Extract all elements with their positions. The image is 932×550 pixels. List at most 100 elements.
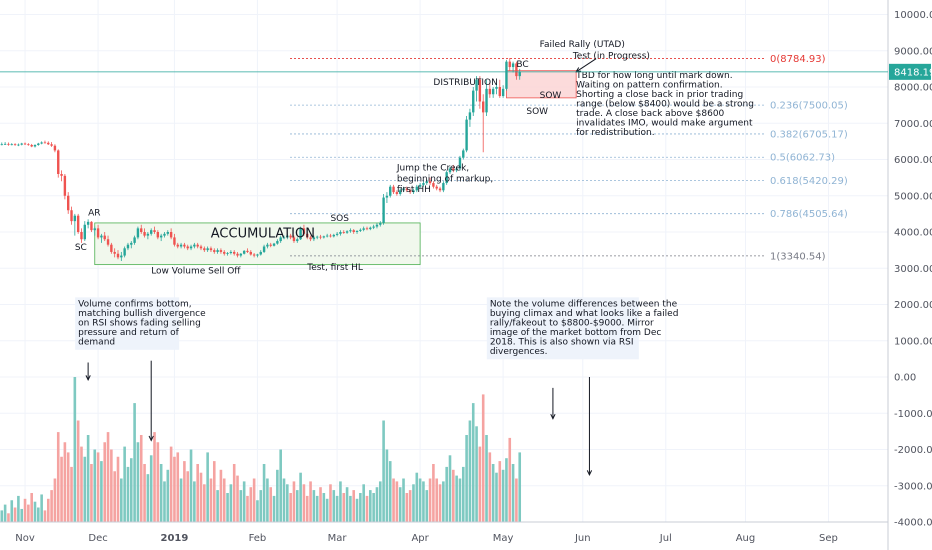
volume-bar xyxy=(50,490,53,522)
candle xyxy=(422,181,425,187)
candle-body xyxy=(209,248,213,251)
candle xyxy=(73,213,77,236)
volume-bar xyxy=(286,484,289,522)
candle xyxy=(269,242,272,248)
candle-body xyxy=(262,246,266,252)
volume-bar xyxy=(176,452,180,522)
candle-body xyxy=(392,186,395,193)
annotations: ACCUMULATION SC AR Low Volume Sell Off SOS Te… xyxy=(75,40,754,477)
candle xyxy=(412,188,415,194)
candle xyxy=(309,235,312,242)
volume-bar xyxy=(422,481,425,522)
range-box-accumulation xyxy=(94,222,421,266)
candle xyxy=(20,142,23,146)
candle xyxy=(37,142,40,146)
candle-body xyxy=(100,235,103,238)
volume-bar xyxy=(475,426,478,522)
annotation-label: AR xyxy=(88,209,100,219)
fib-label: 1(3340.54) xyxy=(770,251,826,262)
volume-bar xyxy=(56,432,60,522)
candle-body xyxy=(216,250,219,252)
candle-body xyxy=(133,237,136,243)
climax-arrow-1-head xyxy=(550,413,556,420)
candle xyxy=(169,228,173,240)
candle xyxy=(322,235,326,239)
time-tick-label: Jun xyxy=(574,533,591,544)
candle xyxy=(365,226,369,231)
candle-body xyxy=(57,150,60,174)
candle-body xyxy=(150,230,153,234)
candle xyxy=(279,235,282,243)
candle-body xyxy=(325,235,329,237)
candle xyxy=(233,250,236,256)
time-tick-label: Nov xyxy=(15,533,35,544)
candle xyxy=(47,141,50,145)
candle-body xyxy=(203,248,206,251)
candle xyxy=(282,235,286,240)
candle-body xyxy=(67,195,70,211)
volume-bar xyxy=(216,490,219,522)
candle xyxy=(256,253,259,258)
candle xyxy=(30,143,33,148)
candle xyxy=(259,250,262,256)
volume-bar xyxy=(40,494,43,522)
candle xyxy=(435,184,438,191)
candle xyxy=(385,192,389,203)
candle xyxy=(319,234,322,240)
candle xyxy=(196,242,199,249)
candle xyxy=(43,140,47,144)
candle-body xyxy=(63,175,67,196)
candle xyxy=(296,237,299,243)
candle xyxy=(515,61,518,80)
volume-bar xyxy=(395,481,399,522)
candle-body xyxy=(442,183,445,191)
tbd-note-line: range (below $8400) would be a strong xyxy=(576,99,754,109)
volume-bar xyxy=(37,507,40,522)
volume-bar xyxy=(143,464,146,522)
candle-body xyxy=(355,230,359,232)
price-tick-label: 1000.00 xyxy=(894,336,932,347)
volume-bar xyxy=(232,464,236,522)
candle-body xyxy=(385,195,389,198)
candle xyxy=(33,144,37,148)
candle xyxy=(100,233,103,243)
time-tick-label: Dec xyxy=(88,533,107,544)
candle xyxy=(299,226,302,240)
candle xyxy=(189,244,193,251)
volume-bar xyxy=(269,487,273,522)
volume-bar xyxy=(106,432,110,522)
volume-bar xyxy=(375,487,379,522)
volume-bar xyxy=(501,469,505,522)
candle xyxy=(342,230,345,234)
time-tick-label: May xyxy=(493,533,514,544)
candle xyxy=(372,224,375,230)
annotation-label: Low Volume Sell Off xyxy=(151,267,241,277)
candle xyxy=(150,228,153,236)
volume-bar xyxy=(123,446,126,522)
candle-body xyxy=(70,210,73,222)
candle-body xyxy=(382,197,385,223)
candle xyxy=(362,226,365,232)
candle-body xyxy=(472,90,475,113)
volume-bar xyxy=(249,487,253,522)
candle xyxy=(491,87,495,98)
volume-climax-note-line: buying climax and what looks like a fail… xyxy=(490,309,679,319)
candle xyxy=(143,228,146,238)
volume-bar xyxy=(435,478,439,522)
candle-body xyxy=(408,190,412,193)
candle xyxy=(53,144,57,153)
candle-body xyxy=(143,232,146,236)
volume-bar xyxy=(166,469,170,522)
candle-body xyxy=(448,168,452,173)
volume-bar xyxy=(80,446,83,522)
volume-bar xyxy=(511,464,515,522)
price-tick-label: 2000.00 xyxy=(894,300,932,311)
volume-bar xyxy=(266,478,269,522)
candle-body xyxy=(96,228,100,238)
candle xyxy=(57,149,60,178)
volume-bar xyxy=(518,452,522,522)
volume-bar xyxy=(402,478,405,522)
candle xyxy=(106,235,110,247)
volume-bar xyxy=(46,498,50,522)
